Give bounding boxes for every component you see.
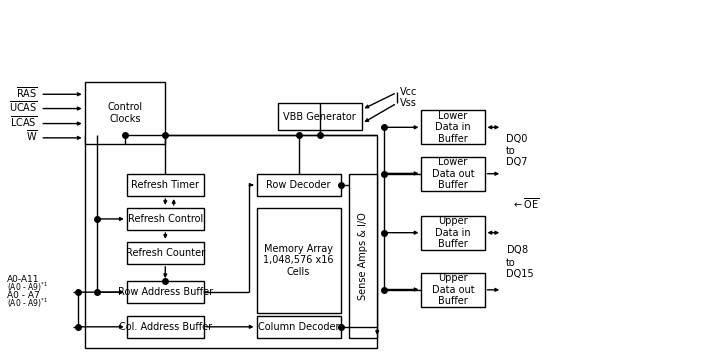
FancyBboxPatch shape <box>257 316 341 338</box>
Text: Lower
Data out
Buffer: Lower Data out Buffer <box>432 157 474 190</box>
Text: Row Address Buffer: Row Address Buffer <box>118 287 213 297</box>
Text: DQ$\mathit{8}$
to
DQ15: DQ$\mathit{8}$ to DQ15 <box>506 243 533 279</box>
Text: (A0 - A9)$^{*1}$: (A0 - A9)$^{*1}$ <box>7 280 49 294</box>
Text: $\overline{\mathrm{LCAS}}$: $\overline{\mathrm{LCAS}}$ <box>11 114 37 129</box>
FancyBboxPatch shape <box>257 207 341 313</box>
FancyBboxPatch shape <box>127 174 204 196</box>
Text: Upper
Data out
Buffer: Upper Data out Buffer <box>432 273 474 306</box>
FancyBboxPatch shape <box>127 208 204 230</box>
Text: $\overline{\mathrm{W}}$: $\overline{\mathrm{W}}$ <box>26 128 37 143</box>
FancyBboxPatch shape <box>257 174 341 196</box>
FancyBboxPatch shape <box>127 281 204 303</box>
Text: DQ0
to
DQ7: DQ0 to DQ7 <box>506 134 527 167</box>
FancyBboxPatch shape <box>278 103 362 130</box>
FancyBboxPatch shape <box>127 316 204 338</box>
Text: Refresh Control: Refresh Control <box>128 214 203 224</box>
Text: Sense Amps & I/O: Sense Amps & I/O <box>358 212 368 300</box>
Text: Memory Array
1,048,576 x16
Cells: Memory Array 1,048,576 x16 Cells <box>264 244 334 277</box>
Text: VBB Generator: VBB Generator <box>284 112 356 122</box>
Text: Lower
Data in
Buffer: Lower Data in Buffer <box>436 111 471 144</box>
FancyBboxPatch shape <box>421 273 484 307</box>
Text: Refresh Counter: Refresh Counter <box>126 248 205 258</box>
FancyBboxPatch shape <box>421 111 484 144</box>
Text: Col. Address Buffer: Col. Address Buffer <box>119 322 212 332</box>
Text: Column Decoder: Column Decoder <box>258 322 339 332</box>
FancyBboxPatch shape <box>85 82 165 144</box>
FancyBboxPatch shape <box>349 174 378 338</box>
Text: Refresh Timer: Refresh Timer <box>132 180 199 190</box>
Text: (A0 - A9)$^{*1}$: (A0 - A9)$^{*1}$ <box>7 296 49 310</box>
Text: Row Decoder: Row Decoder <box>267 180 331 190</box>
Text: A0-A11: A0-A11 <box>7 275 40 284</box>
Text: Vcc: Vcc <box>399 87 417 98</box>
Text: A0 - A7: A0 - A7 <box>7 291 40 300</box>
Text: $\overline{\mathrm{UCAS}}$: $\overline{\mathrm{UCAS}}$ <box>8 99 37 114</box>
Text: $\overline{\mathrm{RAS}}$: $\overline{\mathrm{RAS}}$ <box>16 85 37 99</box>
Text: Vss: Vss <box>399 98 416 108</box>
Text: Upper
Data in
Buffer: Upper Data in Buffer <box>436 216 471 249</box>
Text: $\leftarrow\overline{\mathrm{OE}}$: $\leftarrow\overline{\mathrm{OE}}$ <box>512 196 539 211</box>
FancyBboxPatch shape <box>421 157 484 191</box>
FancyBboxPatch shape <box>421 216 484 249</box>
FancyBboxPatch shape <box>127 242 204 264</box>
Text: Control
Clocks: Control Clocks <box>107 102 143 124</box>
